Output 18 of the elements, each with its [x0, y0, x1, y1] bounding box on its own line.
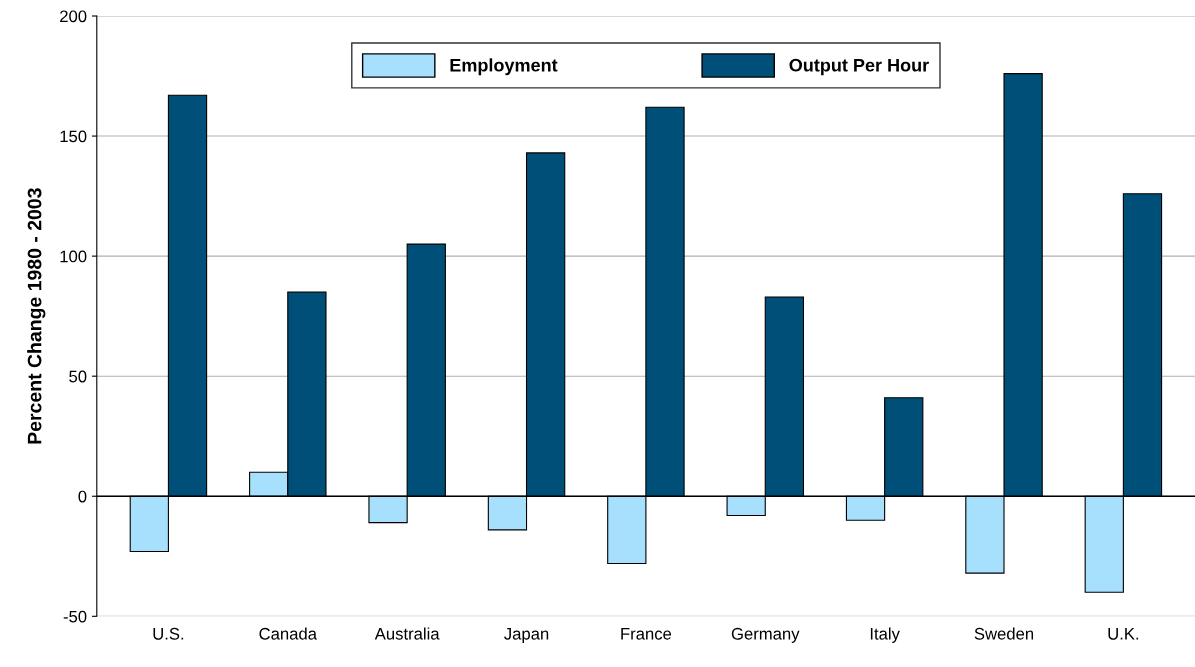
x-tick-label: U.K. [1108, 628, 1139, 640]
x-tick-label: Germany [731, 627, 800, 643]
y-axis-title: Percent Change 1980 - 2003 [27, 188, 46, 444]
x-tick-label: France [621, 628, 672, 640]
x-tick-label: Japan [504, 628, 549, 643]
legend-label: Output Per Hour [789, 58, 929, 76]
y-tick-label: -50 [63, 610, 87, 623]
y-tick-label: 150 [60, 130, 87, 143]
y-tick-label: 100 [60, 250, 87, 263]
y-tick-label: 0 [78, 490, 87, 503]
x-tick-label: Canada [259, 627, 317, 640]
x-tick-label: Australia [374, 627, 440, 640]
x-tick-label: Sweden [974, 627, 1034, 640]
y-tick-label: 200 [60, 10, 87, 23]
y-tick-label: 50 [69, 370, 87, 383]
x-tick-label: U.S. [153, 627, 184, 640]
legend-label: Employment [450, 58, 558, 76]
x-tick-label: Italy [870, 627, 900, 643]
